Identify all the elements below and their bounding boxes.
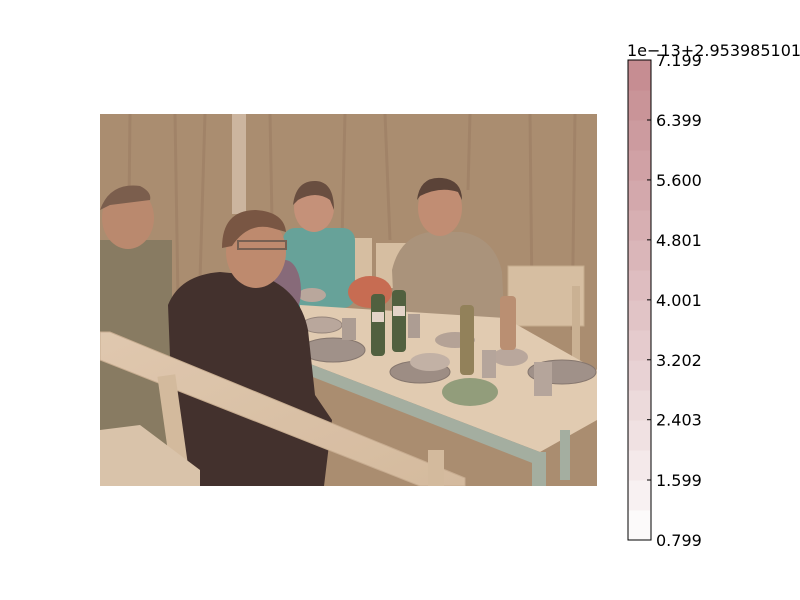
chair-right-leg — [572, 286, 580, 360]
colorbar-level — [628, 240, 651, 271]
image-plot — [100, 114, 597, 486]
colorbar-level — [628, 60, 651, 91]
colorbar-levels — [628, 60, 651, 541]
colorbar-tick-label: 7.199 — [656, 51, 702, 70]
colorbar-level — [628, 270, 651, 301]
cup-1 — [342, 318, 356, 340]
bottle-4 — [500, 296, 516, 350]
bottle-3 — [460, 305, 474, 375]
napkin — [442, 378, 498, 406]
bottle-1-label — [372, 312, 384, 322]
chair-back-left — [350, 238, 372, 288]
bench-backrest — [100, 331, 466, 486]
person-woman-body — [283, 228, 355, 308]
bottle-2-label — [393, 306, 405, 316]
colorbar-level — [628, 300, 651, 331]
colorbar-level — [628, 150, 651, 181]
colorbar-level — [628, 330, 651, 361]
colorbar-tick-label: 2.403 — [656, 411, 702, 430]
tent-pole — [232, 114, 246, 214]
bowl-2 — [298, 288, 326, 302]
person-right-hair — [417, 177, 462, 200]
colorbar-tick-label: 1.599 — [656, 471, 702, 490]
colorbar-offset-text: 1e−13+2.953985101 — [627, 41, 800, 60]
table-leg-front — [532, 452, 546, 486]
colorbar-level — [628, 360, 651, 391]
person-right-body — [392, 232, 505, 335]
cup-3 — [482, 350, 496, 378]
cup-4 — [534, 362, 552, 396]
image-tint — [100, 114, 597, 486]
bench-seat — [100, 425, 200, 486]
person-front-hair — [222, 210, 286, 248]
colorbar-tick-label: 0.799 — [656, 531, 702, 550]
colorbar-level — [628, 210, 651, 241]
bottle-2 — [392, 290, 406, 352]
colorbar-tick-label: 3.202 — [656, 351, 702, 370]
colorbar-level — [628, 180, 651, 211]
colorbar-tick-label: 4.801 — [656, 231, 702, 250]
table-edge — [300, 360, 540, 466]
glasses — [237, 240, 287, 250]
colorbar-level — [628, 390, 651, 421]
colorbar-level — [628, 480, 651, 511]
bowl-3 — [410, 353, 450, 371]
colorbar-level — [628, 510, 651, 541]
bowl-5 — [492, 348, 528, 366]
person-left-hair — [100, 185, 151, 210]
colorbar-tick-label: 4.001 — [656, 291, 702, 310]
colorbar-ticks: 7.199 6.399 5.600 4.801 4.001 3.202 2.403 1.599… — [647, 51, 702, 550]
table-leg-right — [560, 430, 570, 480]
colorbar-level — [628, 420, 651, 451]
chair-right — [507, 265, 585, 327]
colorbar-level — [628, 120, 651, 151]
person-right-head — [418, 180, 462, 236]
person-woman-hair — [293, 180, 334, 210]
colorbar-tick-label: 5.600 — [656, 171, 702, 190]
colorbar-level — [628, 450, 651, 481]
bottle-1 — [371, 294, 385, 356]
colorbar-level — [628, 90, 651, 121]
colorbar: 7.199 6.399 5.600 4.801 4.001 3.202 2.403 1.599… — [627, 41, 800, 550]
bench-post-2 — [428, 450, 444, 486]
colorbar-tick-label: 6.399 — [656, 111, 702, 130]
cup-2 — [408, 314, 420, 338]
